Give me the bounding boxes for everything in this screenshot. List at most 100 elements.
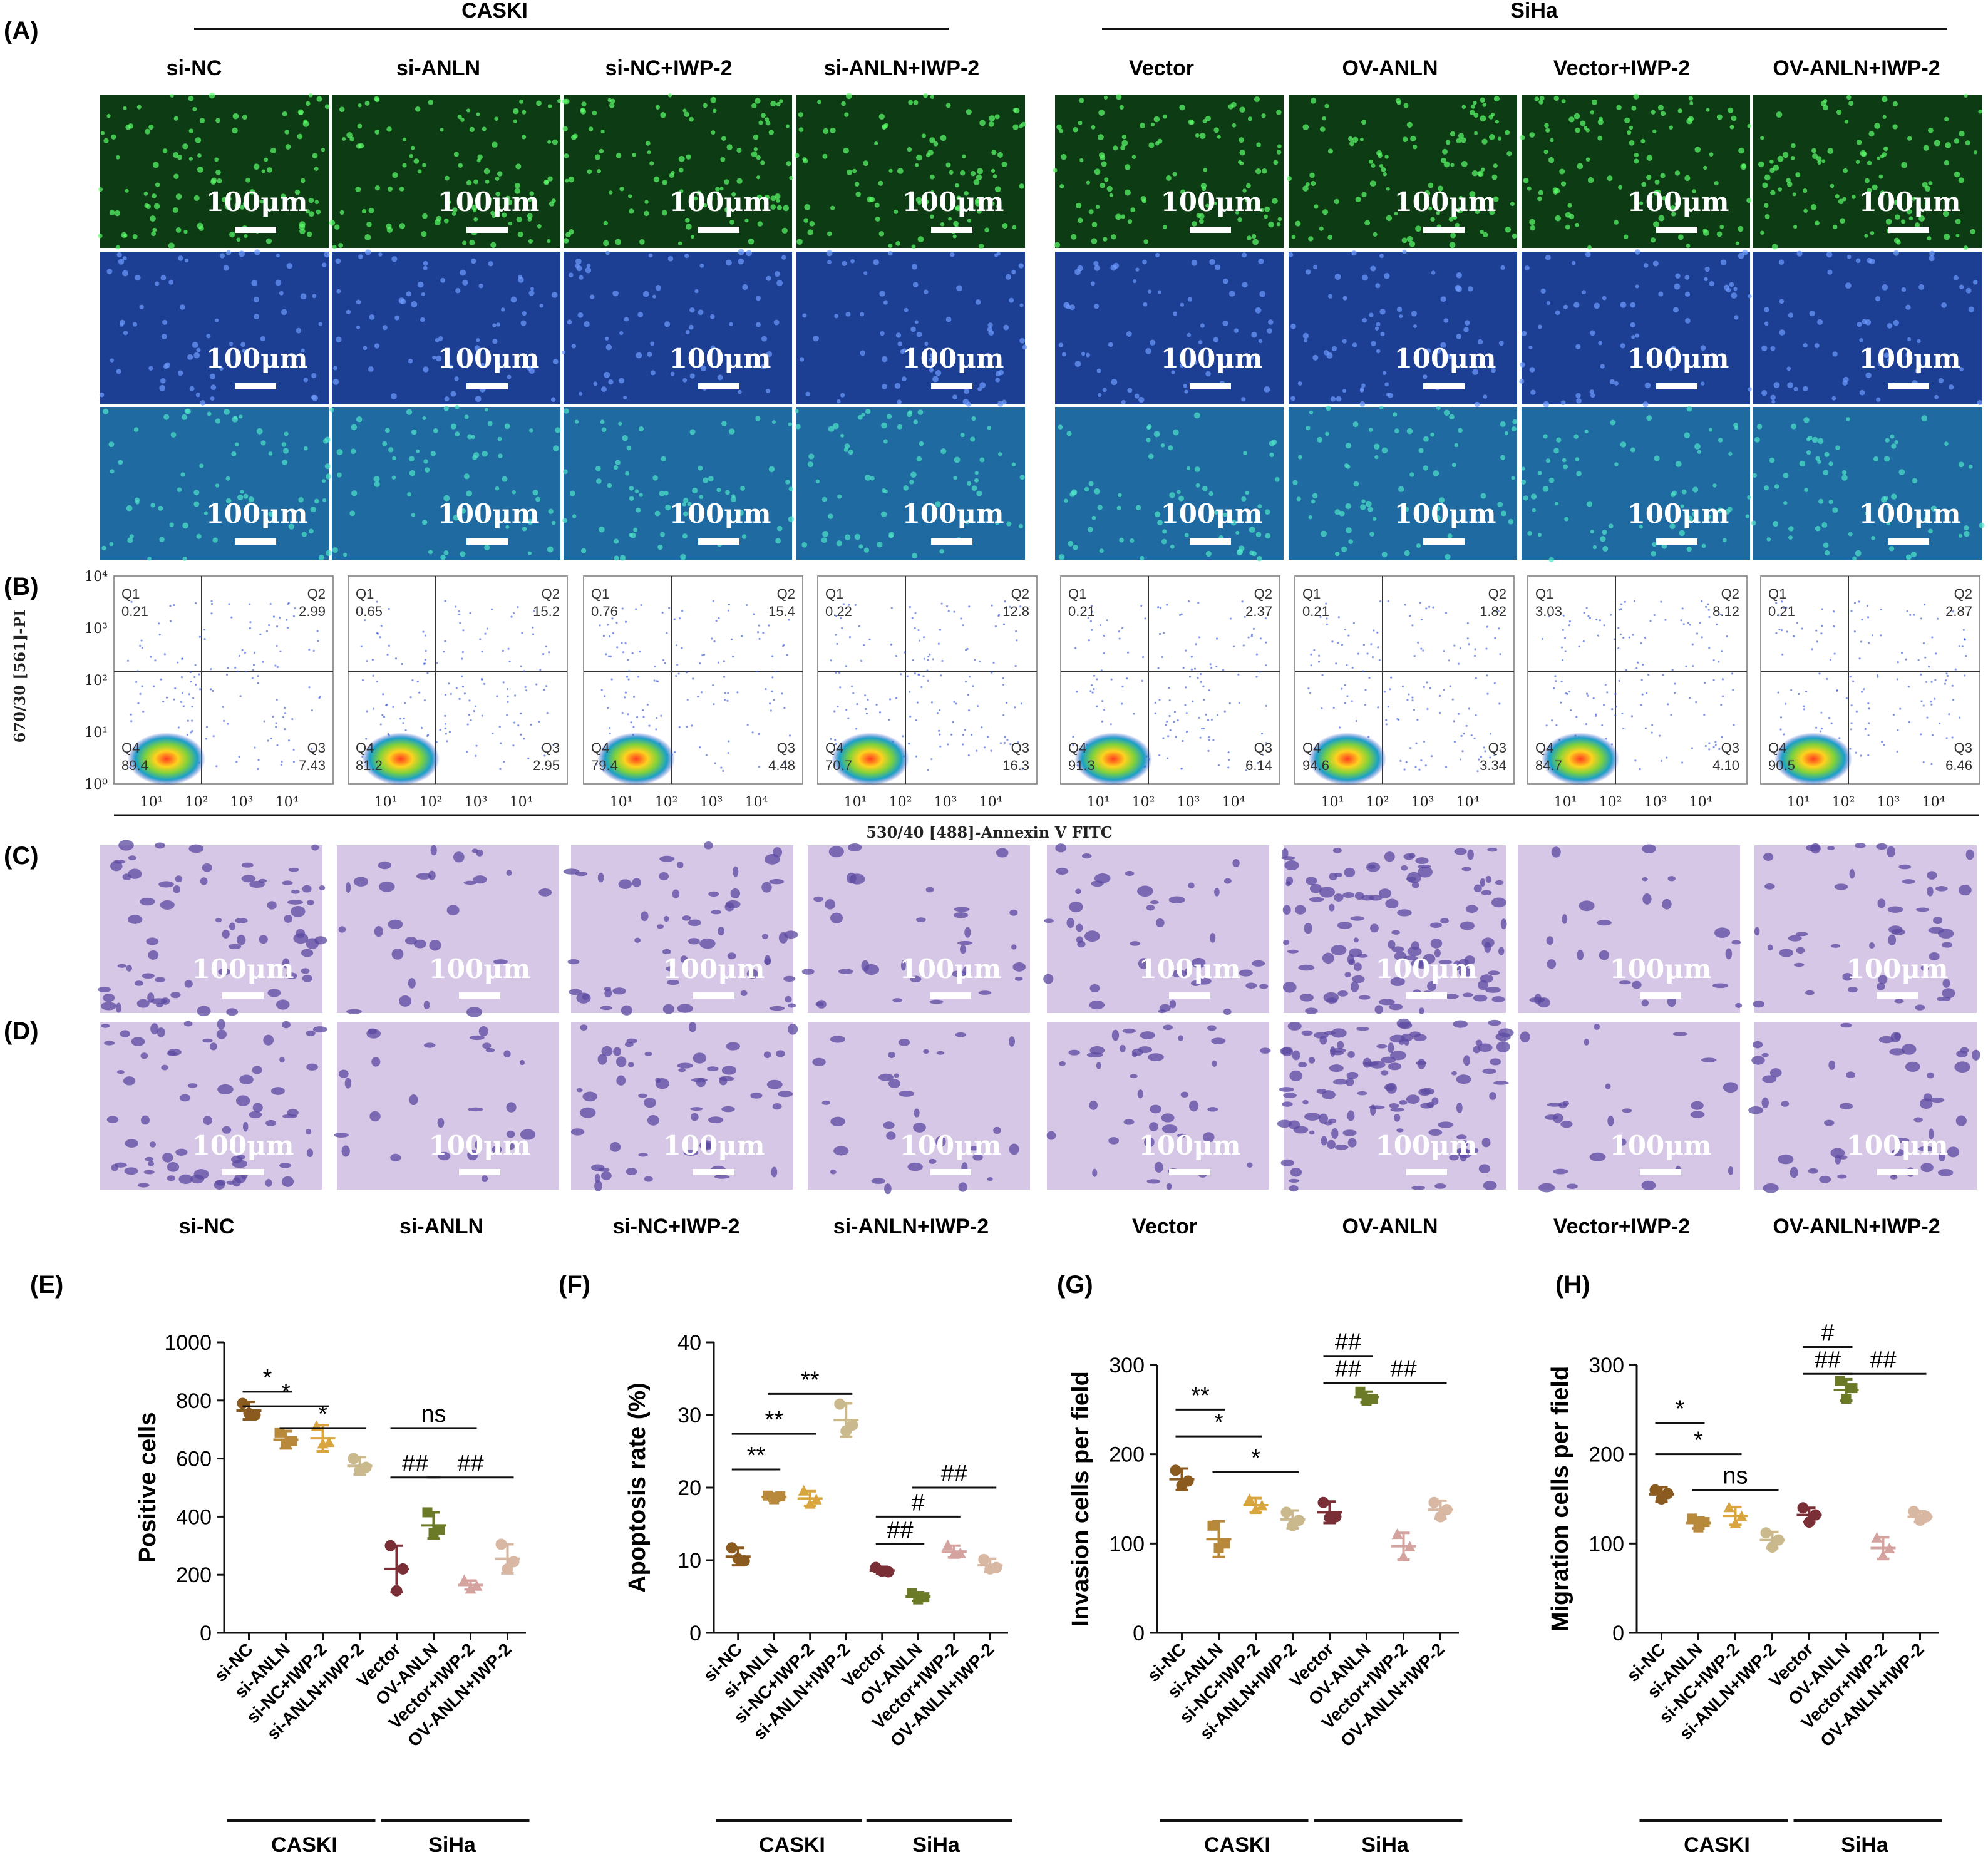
flow-event: [612, 632, 615, 634]
cell-dot: [1878, 174, 1883, 179]
cell-dot: [1091, 222, 1098, 228]
flow-event: [1602, 704, 1605, 706]
stained-cell: [1762, 1075, 1777, 1083]
cell-dot: [1101, 161, 1107, 167]
cell-dot: [935, 501, 941, 507]
cell-dot: [469, 126, 475, 133]
stained-cell: [1619, 980, 1631, 985]
stained-cell: [1895, 1138, 1910, 1143]
flow-x-tick: 10¹: [140, 795, 163, 810]
stained-cell: [785, 995, 792, 1003]
flow-event: [1621, 712, 1624, 715]
cell-dot: [1567, 203, 1572, 208]
cell-dot: [1965, 140, 1970, 146]
flow-x-tick: 10⁴: [979, 795, 1002, 810]
flow-density-cluster: [1542, 733, 1619, 786]
flow-event: [890, 607, 893, 609]
panel-label-a: (A): [4, 17, 39, 44]
flow-event: [1568, 620, 1571, 623]
data-point: [1182, 1475, 1194, 1487]
cell-dot: [1096, 368, 1101, 373]
cell-dot: [1179, 105, 1185, 111]
data-point: [738, 1555, 750, 1567]
cell-dot: [757, 221, 763, 227]
stained-cell: [311, 844, 319, 851]
stained-cell: [900, 960, 906, 971]
stained-cell: [1411, 882, 1419, 888]
cell-dot: [1764, 213, 1770, 219]
cell-dot: [1213, 510, 1219, 515]
cell-dot: [1778, 259, 1785, 265]
flow-event: [1708, 646, 1711, 649]
stain-invasion-7: 100μm: [1753, 843, 1977, 1013]
cell-dot: [1019, 303, 1024, 307]
stained-cell: [100, 1002, 117, 1011]
flow-q3-label: Q3: [307, 740, 326, 756]
cell-dot: [1169, 492, 1175, 498]
flow-event: [1476, 770, 1479, 773]
cell-dot: [1109, 193, 1113, 198]
stained-cell: [1155, 918, 1165, 927]
stained-cell: [567, 959, 580, 965]
flow-event: [1338, 726, 1341, 729]
cell-dot: [1003, 324, 1009, 331]
flow-event: [1185, 712, 1188, 714]
condition-header-0: si-NC: [167, 56, 222, 80]
cell-dot: [421, 231, 427, 237]
cell-dot: [488, 261, 493, 267]
cell-dot: [1817, 319, 1823, 325]
cell-dot: [1542, 486, 1549, 492]
flow-event: [1207, 719, 1210, 721]
flow-event: [383, 716, 386, 718]
cell-dot: [374, 130, 380, 135]
stained-cell: [1918, 1146, 1934, 1151]
cell-dot: [929, 368, 934, 373]
stained-cell: [677, 1062, 693, 1069]
stained-cell: [1761, 1052, 1769, 1057]
flow-event: [1826, 677, 1828, 680]
cell-dot: [699, 495, 704, 500]
flow-event: [1864, 728, 1867, 731]
cell-dot: [761, 336, 767, 342]
flow-event: [1917, 659, 1920, 661]
cell-dot: [1783, 472, 1789, 478]
stained-cell: [632, 878, 642, 887]
cell-dot: [1927, 127, 1934, 133]
cell-dot: [1843, 168, 1848, 173]
stained-cell: [1014, 976, 1023, 981]
flow-event: [1425, 607, 1428, 610]
cell-dot: [1803, 342, 1808, 348]
stained-cell: [1456, 1074, 1471, 1084]
flow-event: [1880, 634, 1882, 637]
cell-dot: [440, 128, 444, 132]
cell-dot: [1520, 135, 1525, 140]
scale-bar-label: 100μm: [1139, 954, 1241, 984]
cell-dot: [485, 179, 490, 184]
flow-event: [1689, 624, 1691, 626]
cell-dot: [444, 396, 450, 402]
flow-event: [1860, 640, 1863, 643]
cell-dot: [756, 296, 761, 301]
cell-dot: [1146, 424, 1152, 430]
flow-event: [1216, 714, 1219, 716]
stained-cell: [769, 878, 785, 885]
stained-cell: [1380, 1070, 1389, 1076]
cell-dot: [1406, 428, 1413, 435]
significance-label: **: [1191, 1382, 1210, 1409]
cell-dot: [1683, 509, 1689, 515]
flow-event: [1866, 605, 1869, 607]
cell-dot: [1465, 320, 1470, 326]
cell-dot: [184, 258, 189, 263]
flow-event: [530, 723, 532, 726]
flow-event: [1640, 704, 1643, 706]
flow-event: [450, 692, 452, 696]
flow-x-tick: 10⁴: [1456, 795, 1480, 810]
flow-event: [1195, 643, 1197, 646]
stained-cell: [1207, 1025, 1217, 1031]
stained-cell: [1137, 1089, 1143, 1099]
flow-event: [238, 654, 241, 657]
cell-dot: [955, 205, 961, 212]
stained-cell: [116, 1002, 121, 1013]
scale-bar: [1656, 538, 1697, 545]
cell-dot: [1978, 109, 1982, 114]
